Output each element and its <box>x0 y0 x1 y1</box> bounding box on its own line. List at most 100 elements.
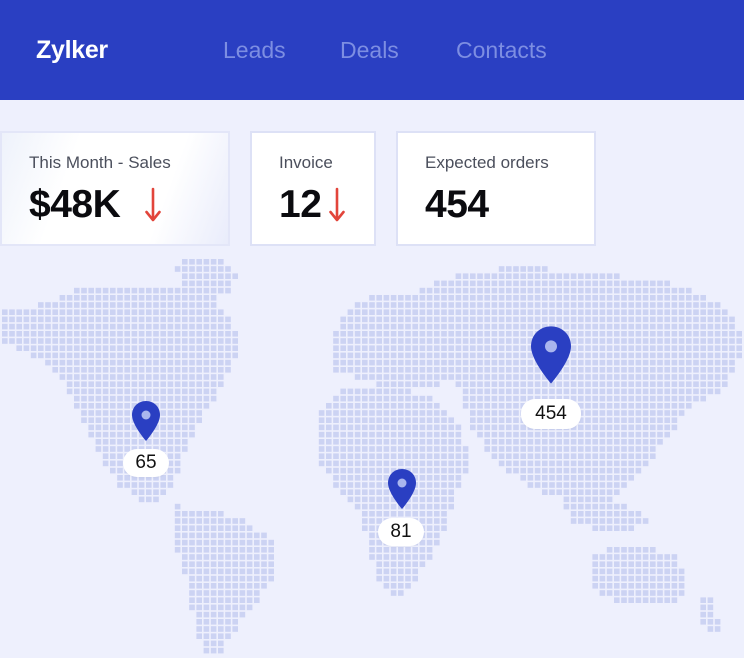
map-dot <box>369 554 375 560</box>
map-dot <box>146 482 152 488</box>
stat-card-sales[interactable]: This Month - Sales $48K <box>0 131 230 246</box>
map-dot <box>160 417 166 423</box>
map-dot <box>434 367 440 373</box>
map-dot <box>448 352 454 359</box>
map-dot <box>614 511 620 517</box>
map-dot <box>88 403 94 409</box>
map-dot <box>671 417 678 423</box>
map-dot <box>534 309 541 315</box>
map-dot <box>556 381 562 387</box>
map-dot <box>146 338 152 344</box>
map-dot <box>398 395 404 402</box>
map-dot <box>225 604 231 611</box>
map-dot <box>268 575 274 582</box>
map-dot <box>549 388 555 395</box>
map-dot <box>635 453 642 459</box>
map-dot <box>376 302 382 308</box>
map-dot <box>412 367 418 373</box>
location-pin-icon[interactable] <box>387 468 417 510</box>
map-dot <box>628 280 634 287</box>
map-dot <box>138 489 145 495</box>
map-dot <box>700 604 706 611</box>
map-dot <box>117 302 123 308</box>
map-dot <box>671 568 678 575</box>
map-dot <box>398 511 404 517</box>
nav-leads[interactable]: Leads <box>223 37 286 63</box>
map-dot <box>167 352 174 359</box>
map-dot <box>578 381 584 387</box>
map-dot <box>650 554 656 560</box>
map-dot <box>218 381 224 387</box>
map-dot <box>678 352 685 359</box>
map-dot <box>333 395 339 402</box>
map-dot <box>117 439 123 445</box>
map-dot <box>160 359 166 366</box>
nav-deals[interactable]: Deals <box>340 37 399 63</box>
map-dot <box>239 547 246 553</box>
map-dot <box>362 525 368 531</box>
map-dot <box>722 338 728 344</box>
map-dot <box>477 309 483 315</box>
map-dot <box>592 273 598 279</box>
map-dot <box>196 309 202 315</box>
map-dot <box>678 367 685 373</box>
brand-logo[interactable]: Zylker <box>36 36 108 64</box>
map-dot <box>513 309 519 315</box>
map-dot <box>210 388 217 395</box>
map-dot <box>138 331 145 337</box>
map-dot <box>664 352 670 359</box>
location-pin-icon[interactable] <box>529 325 573 385</box>
map-dot <box>412 453 418 459</box>
map-dot <box>146 345 152 351</box>
map-dot <box>210 295 217 301</box>
stat-card-invoice[interactable]: Invoice 12 <box>250 131 376 246</box>
map-dot <box>383 316 390 323</box>
map-dot <box>628 547 634 553</box>
nav-contacts[interactable]: Contacts <box>456 37 547 63</box>
map-dot <box>153 323 159 330</box>
map-dot <box>246 547 253 553</box>
map-dot <box>160 446 166 452</box>
map-dot <box>570 503 577 510</box>
map-dot <box>614 287 620 294</box>
map-dot <box>549 431 555 438</box>
map-dot <box>138 359 145 366</box>
map-dot <box>131 338 138 344</box>
map-dot <box>232 547 238 553</box>
map-dot <box>131 359 138 366</box>
map-dot <box>686 295 692 301</box>
map-dot <box>448 417 454 423</box>
map-dot <box>88 381 94 387</box>
map-dot <box>189 352 195 359</box>
map-dot <box>455 460 462 467</box>
map-dot <box>614 590 620 596</box>
map-dot <box>650 439 656 445</box>
map-dot <box>498 410 505 416</box>
map-dot <box>570 302 577 308</box>
map-dot <box>614 338 620 344</box>
map-dot <box>448 467 454 474</box>
location-pin-icon[interactable] <box>131 400 161 442</box>
map-dot <box>700 597 706 603</box>
map-dot <box>419 554 426 560</box>
map-dot <box>189 561 195 567</box>
map-dot <box>189 403 195 409</box>
map-dot <box>225 280 231 287</box>
map-dot <box>225 331 231 337</box>
map-dot <box>678 403 685 409</box>
map-dot <box>117 295 123 301</box>
map-dot <box>110 331 116 337</box>
stat-card-expected-orders[interactable]: Expected orders 454 <box>396 131 596 246</box>
map-dot <box>498 302 505 308</box>
map-dot <box>455 446 462 452</box>
map-dot <box>570 446 577 452</box>
map-dot <box>196 302 202 308</box>
map-dot <box>383 410 390 416</box>
map-dot <box>484 381 490 387</box>
map-dot <box>210 626 217 632</box>
map-dot <box>203 619 210 625</box>
map-dot <box>95 316 102 323</box>
map-dot <box>124 446 130 452</box>
map-dot <box>131 352 138 359</box>
map-dot <box>160 345 166 351</box>
